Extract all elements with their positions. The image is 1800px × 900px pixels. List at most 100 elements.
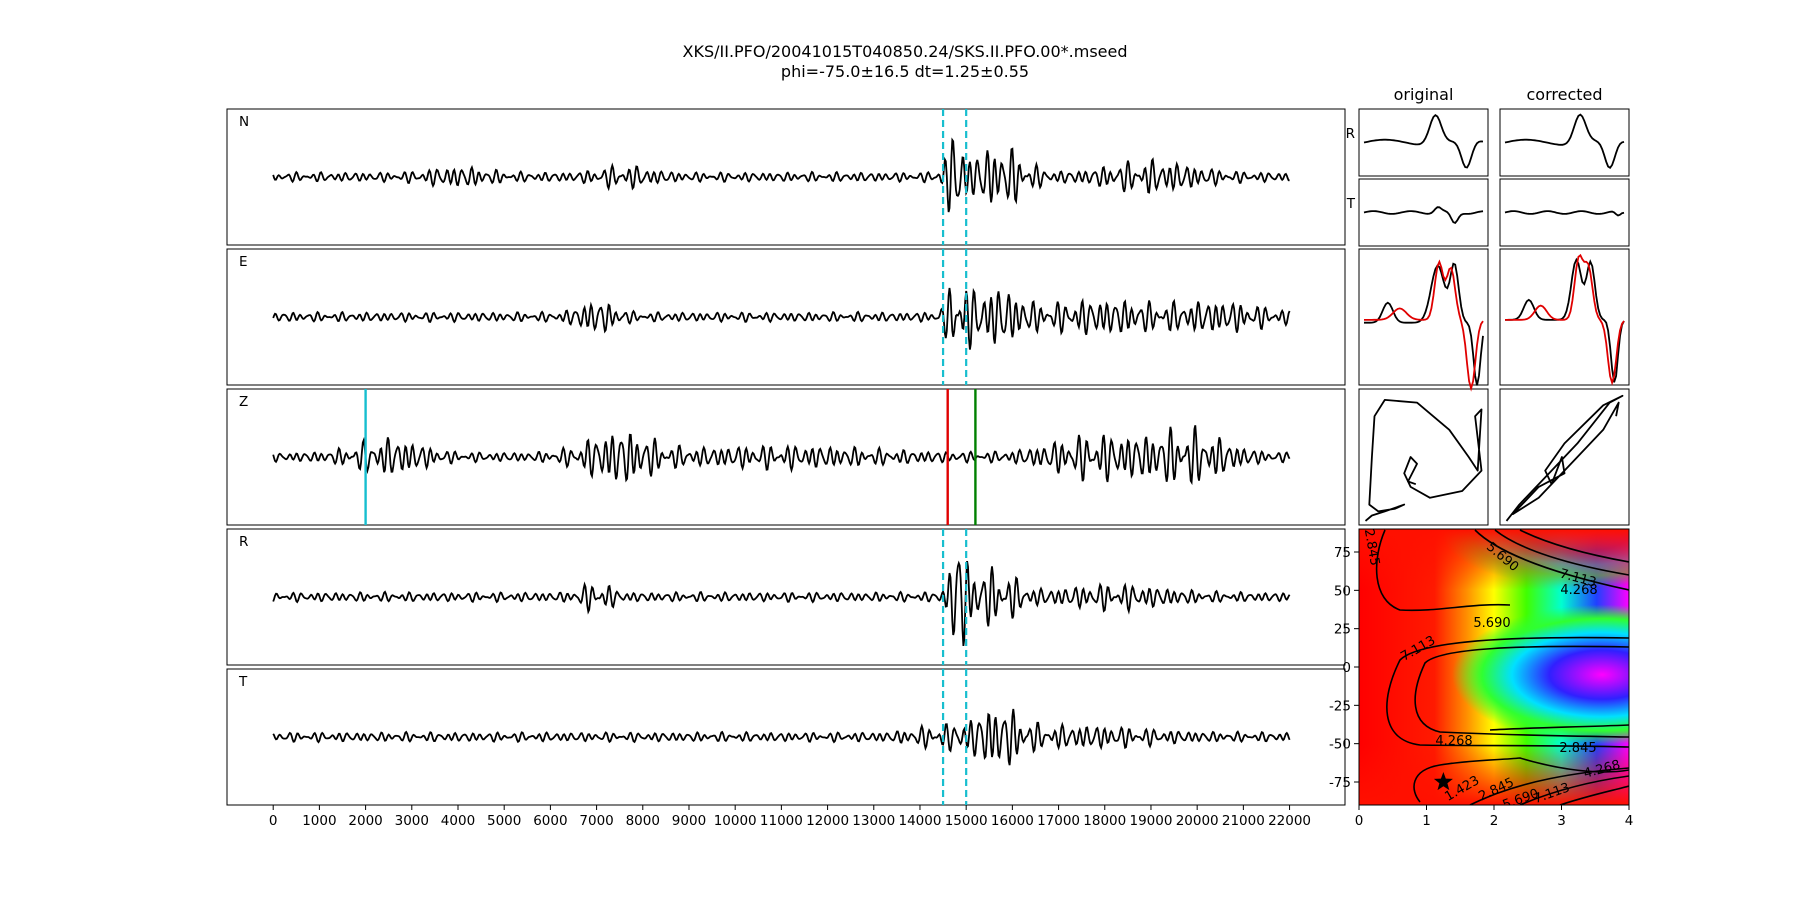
- side-panel-frame: [1358, 388, 1489, 526]
- particle-motion-corrected: [1505, 394, 1624, 522]
- heatmap-edge-fade: [1359, 529, 1629, 805]
- column-title-1: corrected: [1526, 85, 1602, 104]
- side-panel-frame: [1499, 108, 1630, 177]
- side-panel-frame: [1358, 248, 1489, 386]
- row-label-R: R: [1346, 126, 1355, 142]
- heatmap-x-tick-label: 3: [1557, 813, 1566, 829]
- x-tick-label: 11000: [760, 813, 803, 829]
- contour-line: [1414, 645, 1629, 738]
- panel-frame: [226, 528, 1346, 666]
- contour-line: [1386, 636, 1629, 748]
- best-fit-star-marker: [1433, 772, 1453, 791]
- x-tick-label: 18000: [1083, 813, 1126, 829]
- figure-title: XKS/II.PFO/20041015T040850.24/SKS.II.PFO…: [683, 42, 1128, 61]
- x-tick-label: 0: [269, 813, 278, 829]
- x-tick-label: 6000: [533, 813, 567, 829]
- heatmap-y-tick-label: 25: [1334, 622, 1351, 638]
- x-tick-label: 17000: [1037, 813, 1080, 829]
- side-panel-frame: [1499, 178, 1630, 247]
- x-tick-label: 13000: [852, 813, 895, 829]
- contour-line: [1519, 775, 1629, 805]
- x-tick-label: 22000: [1268, 813, 1311, 829]
- x-tick-label: 15000: [945, 813, 988, 829]
- heatmap-y-tick-label: 0: [1342, 660, 1351, 676]
- x-tick-label: 4000: [441, 813, 475, 829]
- overlay-corrected-red: [1505, 253, 1625, 386]
- contour-line: [1413, 757, 1629, 803]
- side-panel-frame: [1499, 248, 1630, 386]
- trace-panel-T: T: [226, 668, 1346, 806]
- t-original: [1363, 206, 1484, 224]
- heatmap-y-tick-label: 50: [1334, 583, 1351, 599]
- x-tick-label: 1000: [302, 813, 336, 829]
- trace-panel-E: E: [226, 248, 1346, 386]
- heatmap-x-tick-label: 2: [1490, 813, 1499, 829]
- contour-line: [1375, 529, 1511, 612]
- heatmap-y-tick-label: -50: [1329, 737, 1351, 753]
- heatmap-x-tick-label: 4: [1625, 813, 1634, 829]
- contour-label: 5.690: [1473, 616, 1510, 631]
- row-label-T: T: [1346, 196, 1356, 212]
- side-panel-frame: [1358, 178, 1489, 247]
- panel-label-N: N: [239, 114, 249, 130]
- side-panel-frame: [1358, 108, 1489, 177]
- panel-frame: [226, 668, 1346, 806]
- x-tick-label: 5000: [487, 813, 521, 829]
- x-tick-label: 8000: [626, 813, 660, 829]
- x-tick-label: 2000: [348, 813, 382, 829]
- heatmap-x-tick-label: 0: [1355, 813, 1364, 829]
- contour-line: [1469, 767, 1629, 805]
- overlay-original-black: [1364, 262, 1484, 386]
- panel-label-Z: Z: [239, 394, 248, 410]
- particle-motion-original: [1364, 399, 1483, 522]
- overlay-original-red: [1364, 259, 1484, 392]
- panel-label-R: R: [239, 534, 248, 550]
- heatmap-y-tick-label: -25: [1329, 698, 1351, 714]
- r-original: [1363, 113, 1484, 169]
- trace-line-R: [272, 560, 1291, 647]
- figure-subtitle: phi=-75.0±16.5 dt=1.25±0.55: [781, 62, 1029, 81]
- trace-line-E: [272, 287, 1291, 350]
- contour-line: [1559, 785, 1629, 805]
- heatmap-y-tick-label: 75: [1334, 545, 1351, 561]
- contour-label: 2.845: [1559, 741, 1596, 756]
- panel-label-T: T: [238, 674, 248, 690]
- overlay-corrected-black: [1505, 257, 1625, 383]
- x-tick-label: 9000: [672, 813, 706, 829]
- x-tick-label: 3000: [395, 813, 429, 829]
- contour-line: [1474, 529, 1629, 591]
- trace-line-N: [272, 137, 1290, 213]
- side-panels: original corrected R T: [1346, 85, 1630, 526]
- x-tick-label: 21000: [1222, 813, 1265, 829]
- r-corrected: [1504, 113, 1625, 170]
- side-panel-frame: [1499, 388, 1630, 526]
- contour-label: 2.845: [1361, 528, 1382, 567]
- contour-label: 4.268: [1435, 734, 1472, 749]
- heatmap-x-tick-label: 1: [1422, 813, 1431, 829]
- heatmap-y-tick-label: -75: [1329, 775, 1351, 791]
- trace-panel-R: R: [226, 528, 1346, 666]
- contour-line: [1494, 529, 1629, 576]
- contour-line: [1489, 724, 1629, 731]
- column-title-0: original: [1394, 85, 1454, 104]
- panel-frame: [226, 388, 1346, 526]
- x-tick-label: 14000: [898, 813, 941, 829]
- t-corrected: [1504, 210, 1625, 217]
- panel-frame: [226, 248, 1346, 386]
- trace-line-T: [272, 708, 1291, 766]
- x-tick-label: 16000: [991, 813, 1034, 829]
- panel-frame: [226, 108, 1346, 246]
- trace-panel-N: N: [226, 108, 1346, 246]
- contour-label: 4.268: [1560, 583, 1597, 598]
- x-tick-label: 7000: [579, 813, 613, 829]
- x-tick-label: 20000: [1176, 813, 1219, 829]
- x-tick-label: 10000: [714, 813, 757, 829]
- trace-line-Z: [272, 425, 1291, 486]
- trace-panel-Z: Z: [226, 388, 1346, 526]
- x-tick-label: 12000: [806, 813, 849, 829]
- contour-line: [1519, 529, 1629, 563]
- x-tick-label: 19000: [1129, 813, 1172, 829]
